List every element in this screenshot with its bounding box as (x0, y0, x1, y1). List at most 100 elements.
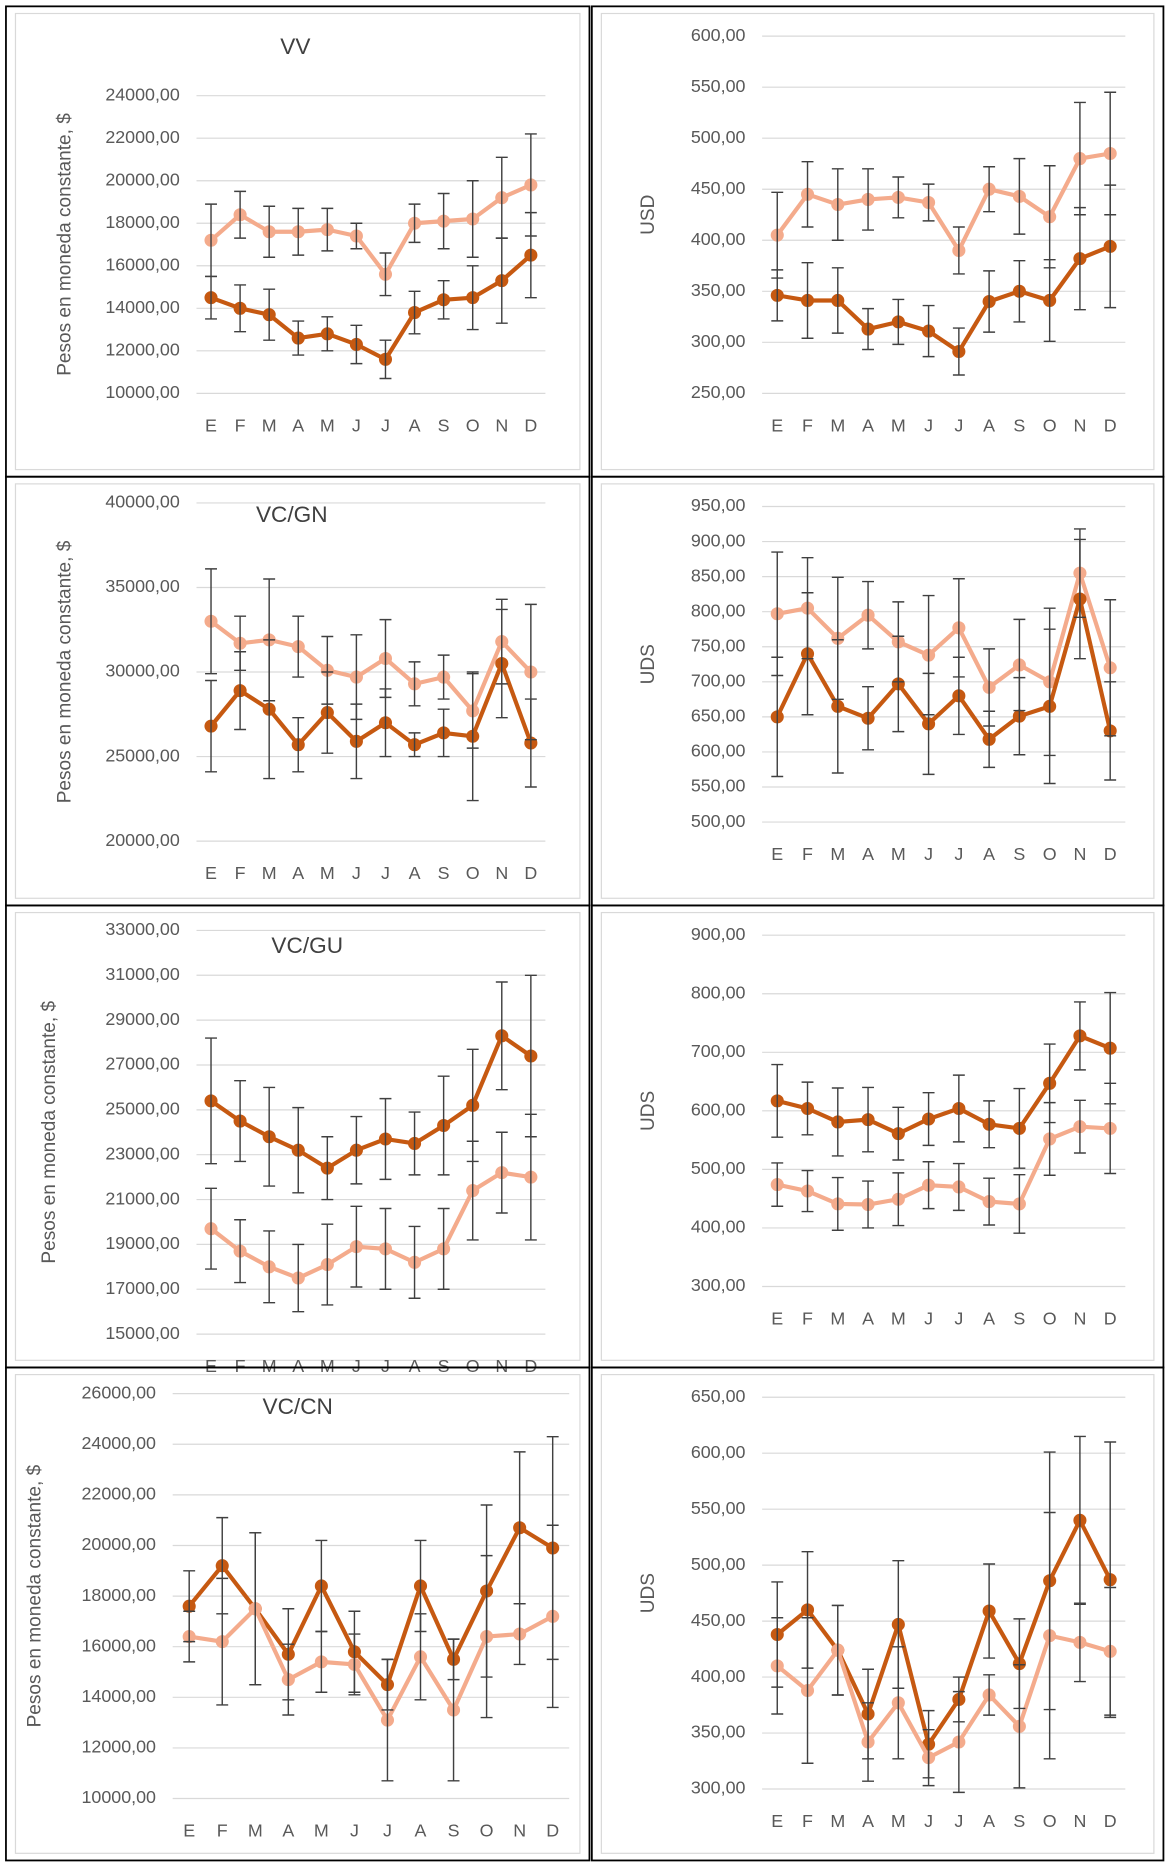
y-tick-label: 350,00 (691, 1722, 746, 1742)
y-tick-label: 700,00 (691, 671, 746, 691)
x-tick-label: S (1013, 1309, 1025, 1329)
error-bar (379, 252, 392, 297)
error-bar (831, 267, 844, 334)
x-tick-label: O (1043, 844, 1057, 864)
y-tick-label: 950,00 (691, 495, 746, 515)
cell-border (590, 5, 1165, 478)
y-tick-label: 600,00 (691, 1442, 746, 1462)
y-tick-label: 550,00 (691, 76, 746, 96)
x-tick-label: D (524, 415, 537, 435)
error-bar (408, 203, 421, 244)
error-bar (379, 1097, 392, 1181)
y-tick-label: 25000,00 (105, 745, 180, 765)
error-bar (892, 635, 905, 733)
y-tick-label: 450,00 (691, 1610, 746, 1630)
series-line (188, 1606, 554, 1723)
error-bar (480, 1554, 493, 1719)
error-bar (952, 226, 965, 275)
series-line (209, 1170, 532, 1281)
y-tick-label: 600,00 (691, 1100, 746, 1120)
error-bar (1013, 157, 1026, 235)
x-tick-label: A (862, 844, 874, 864)
error-bar (408, 661, 421, 707)
x-tick-label: M (320, 863, 335, 883)
x-tick-label: M (891, 1309, 906, 1329)
y-tick-label: 24000,00 (81, 1433, 156, 1453)
error-bar (1013, 1664, 1026, 1789)
x-tick-label: E (205, 415, 217, 435)
error-bar (983, 1177, 996, 1226)
x-tick-label: J (381, 1356, 390, 1376)
error-bar (234, 284, 247, 333)
error-bar (983, 166, 996, 213)
error-bar (922, 183, 935, 222)
error-bar (983, 270, 996, 333)
y-tick-label: 25000,00 (105, 1099, 180, 1119)
error-bar (952, 656, 965, 736)
error-bar (862, 168, 875, 231)
y-tick-label: 29000,00 (105, 1009, 180, 1029)
y-tick-label: 27000,00 (105, 1054, 180, 1074)
y-axis-label: Pesos en moneda constante, $ (25, 1464, 46, 1727)
x-tick-label: N (1073, 844, 1086, 864)
x-tick-label: J (352, 1356, 361, 1376)
y-axis-label: UDS (638, 1091, 659, 1131)
error-bar (350, 1205, 363, 1288)
error-bar (437, 654, 450, 700)
y-tick-label: 20000,00 (105, 830, 180, 850)
error-bar (831, 1176, 844, 1231)
x-tick-label: A (983, 844, 995, 864)
x-tick-label: N (495, 415, 508, 435)
x-tick-label: E (205, 863, 217, 883)
y-tick-label: 550,00 (691, 1498, 746, 1518)
y-tick-label: 500,00 (691, 127, 746, 147)
error-bar (922, 1161, 935, 1210)
error-bar (437, 1207, 450, 1290)
x-tick-label: A (409, 415, 421, 435)
error-bar (292, 615, 305, 678)
chart-area (600, 12, 1155, 471)
x-tick-label: M (830, 844, 845, 864)
error-bar (292, 1106, 305, 1194)
series-line (775, 1633, 1111, 1760)
y-tick-label: 600,00 (691, 741, 746, 761)
error-bar (1073, 538, 1086, 660)
error-bar (348, 1633, 361, 1696)
error-bar (801, 262, 814, 339)
y-axis-label: Pesos en moneda constante, $ (39, 1001, 60, 1264)
x-tick-label: F (235, 415, 246, 435)
error-bar (862, 580, 875, 650)
error-bar (892, 176, 905, 219)
error-bar (922, 1091, 935, 1147)
y-tick-label: 14000,00 (105, 297, 180, 317)
error-bar (1043, 258, 1056, 343)
error-bar (801, 592, 814, 716)
error-bar (263, 639, 276, 780)
x-tick-label: A (292, 415, 304, 435)
error-bar (1073, 206, 1086, 311)
x-tick-label: D (546, 1821, 559, 1841)
error-bar (892, 1646, 905, 1760)
error-bar (495, 608, 508, 719)
error-bar (862, 1180, 875, 1229)
x-tick-label: O (1043, 1811, 1057, 1831)
x-tick-label: A (983, 1811, 995, 1831)
x-tick-label: D (1104, 415, 1117, 435)
error-bar (205, 679, 217, 773)
x-tick-label: O (466, 863, 480, 883)
y-axis-label: USD (638, 195, 659, 235)
series-line (776, 244, 1111, 354)
y-tick-label: 33000,00 (105, 919, 180, 939)
y-tick-label: 300,00 (691, 1275, 746, 1295)
error-bar (466, 671, 479, 802)
y-tick-label: 14000,00 (81, 1686, 156, 1706)
x-tick-label: A (862, 1309, 874, 1329)
y-tick-label: 16000,00 (81, 1635, 156, 1655)
error-bar (831, 1604, 844, 1696)
error-bar (205, 568, 217, 675)
error-bar (952, 1162, 965, 1212)
y-tick-label: 800,00 (691, 600, 746, 620)
error-bar (546, 1524, 559, 1709)
chart-area (600, 1374, 1155, 1854)
